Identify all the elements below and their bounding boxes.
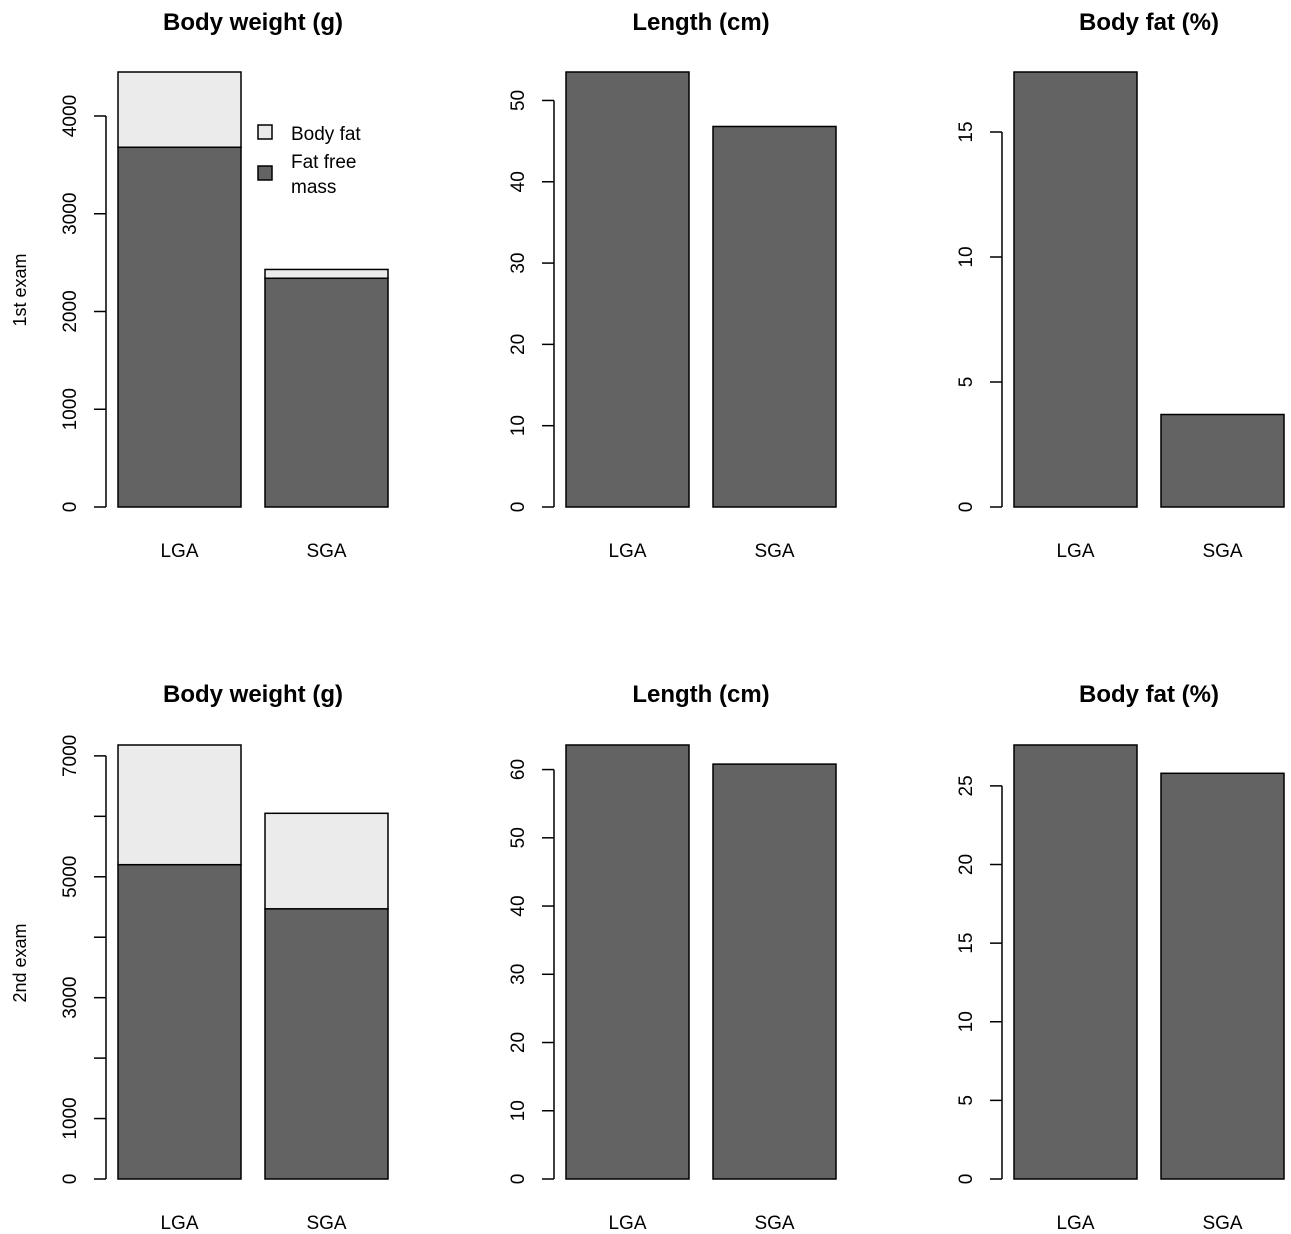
y-tick-label: 15 xyxy=(956,121,977,142)
legend-label-fat-free-mass-line1: Fat free xyxy=(291,152,356,173)
bar-lga-body-fat xyxy=(117,744,242,866)
panel-r2-c1: Body weight (g) 0 1000 3000 5000 7000 LGA SGA xyxy=(60,681,389,1234)
bar-sga xyxy=(712,763,837,1180)
y-tick-label: 5 xyxy=(956,1095,977,1106)
panel-r1-c1: Body weight (g) 0 1000 2000 3000 4000 LGA SGA xyxy=(60,9,389,562)
y-tick-label: 20 xyxy=(956,854,977,875)
panel-r1-c3: Body fat (%) 0 5 10 15 LGA SGA xyxy=(956,9,1285,562)
legend-swatch-body-fat xyxy=(257,124,273,140)
y-tick-label: 50 xyxy=(508,827,529,848)
bar-sga xyxy=(1160,772,1285,1180)
y-tick-label: 7000 xyxy=(60,735,81,777)
y-tick-label: 50 xyxy=(508,90,529,111)
bar-sga xyxy=(712,125,837,508)
y-tick-label: 5 xyxy=(956,377,977,388)
x-category-label-lga: LGA xyxy=(1056,1213,1094,1234)
legend: Body fat Fat free mass xyxy=(257,124,361,198)
bar-sga-fat-free-mass xyxy=(264,908,389,1180)
panel-title-r1-c2: Length (cm) xyxy=(632,9,769,36)
y-tick-label: 20 xyxy=(508,334,529,355)
y-tick-label: 0 xyxy=(508,502,529,513)
y-tick-label: 1000 xyxy=(60,388,81,430)
y-tick-label: 30 xyxy=(508,964,529,985)
x-category-label-lga: LGA xyxy=(1056,541,1094,562)
row-label-1st-exam: 1st exam xyxy=(10,253,30,326)
panel-title-r2-c2: Length (cm) xyxy=(632,681,769,708)
y-tick-label: 0 xyxy=(956,1174,977,1185)
y-tick-label: 30 xyxy=(508,253,529,274)
y-tick-label: 10 xyxy=(956,1011,977,1032)
bar-lga xyxy=(565,744,690,1180)
legend-swatch-fat-free-mass xyxy=(257,165,273,181)
panel-title-r2-c3: Body fat (%) xyxy=(1079,681,1219,708)
y-tick-label: 10 xyxy=(956,246,977,267)
bar-sga-fat-free-mass xyxy=(264,277,389,508)
bar-lga xyxy=(565,71,690,508)
bar-lga xyxy=(1013,744,1138,1180)
panel-r2-c3: Body fat (%) 0 5 10 15 20 25 LGA SGA xyxy=(956,681,1285,1234)
y-tick-label: 1000 xyxy=(60,1097,81,1139)
y-tick-label: 5000 xyxy=(60,856,81,898)
row-labels: 1st exam 2nd exam xyxy=(10,253,30,1002)
y-tick-label: 40 xyxy=(508,895,529,916)
x-category-label-sga: SGA xyxy=(1202,541,1242,562)
y-tick-label: 3000 xyxy=(60,193,81,235)
bar-lga xyxy=(1013,71,1138,508)
x-category-label-sga: SGA xyxy=(306,1213,346,1234)
y-tick-label: 0 xyxy=(60,502,81,513)
y-tick-label: 25 xyxy=(956,775,977,796)
x-category-label-sga: SGA xyxy=(754,1213,794,1234)
bar-sga-body-fat xyxy=(264,268,389,280)
y-tick-label: 3000 xyxy=(60,977,81,1019)
y-tick-label: 40 xyxy=(508,171,529,192)
bar-lga-body-fat xyxy=(117,71,242,149)
y-tick-label: 4000 xyxy=(60,95,81,137)
y-tick-label: 10 xyxy=(508,1100,529,1121)
x-category-label-lga: LGA xyxy=(160,541,198,562)
x-category-label-lga: LGA xyxy=(608,541,646,562)
y-tick-label: 0 xyxy=(60,1174,81,1185)
panel-r1-c2: Length (cm) 0 10 20 30 40 50 LGA SGA xyxy=(508,9,837,562)
y-tick-label: 2000 xyxy=(60,290,81,332)
panel-title-r1-c1: Body weight (g) xyxy=(163,9,343,36)
legend-label-fat-free-mass-line2: mass xyxy=(291,177,336,198)
bar-sga xyxy=(1160,413,1285,508)
y-tick-label: 0 xyxy=(956,502,977,513)
panel-title-r1-c3: Body fat (%) xyxy=(1079,9,1219,36)
panel-r2-c2: Length (cm) 0 10 20 30 40 50 60 LGA SGA xyxy=(508,681,837,1234)
bar-lga-fat-free-mass xyxy=(117,863,242,1180)
y-tick-label: 20 xyxy=(508,1032,529,1053)
x-category-label-sga: SGA xyxy=(306,541,346,562)
x-category-label-sga: SGA xyxy=(754,541,794,562)
row-label-2nd-exam: 2nd exam xyxy=(10,923,30,1002)
bar-sga-body-fat xyxy=(264,812,389,910)
x-category-label-sga: SGA xyxy=(1202,1213,1242,1234)
y-tick-label: 0 xyxy=(508,1174,529,1185)
bar-lga-fat-free-mass xyxy=(117,146,242,508)
x-category-label-lga: LGA xyxy=(160,1213,198,1234)
y-tick-label: 60 xyxy=(508,759,529,780)
panel-title-r2-c1: Body weight (g) xyxy=(163,681,343,708)
x-category-label-lga: LGA xyxy=(608,1213,646,1234)
legend-label-body-fat: Body fat xyxy=(291,124,361,145)
y-tick-label: 15 xyxy=(956,933,977,954)
y-tick-label: 10 xyxy=(508,415,529,436)
